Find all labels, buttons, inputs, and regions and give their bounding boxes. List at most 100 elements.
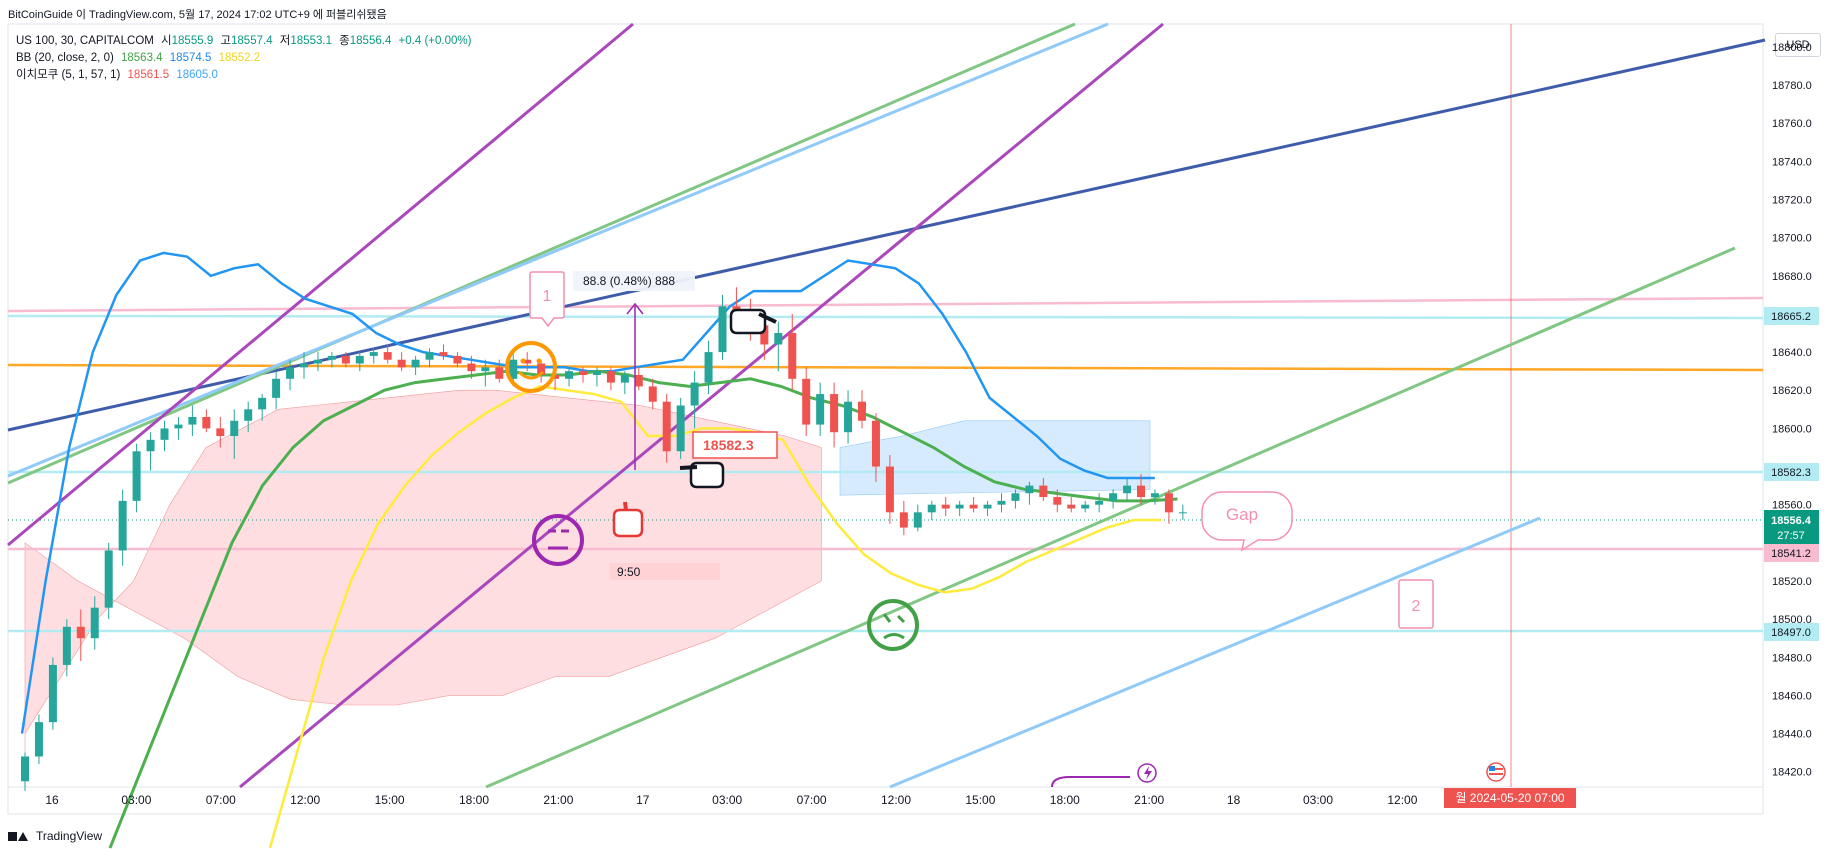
candle-body[interactable] [439, 352, 448, 356]
candle-body[interactable] [369, 352, 378, 356]
candle-body[interactable] [941, 504, 950, 509]
candle-body[interactable] [592, 371, 601, 375]
bollinger-middle-band[interactable] [108, 369, 1178, 849]
candle-body[interactable] [844, 401, 853, 433]
candle-body[interactable] [467, 363, 476, 372]
channel-line-green-lower[interactable] [485, 246, 1736, 789]
candle-body[interactable] [48, 664, 57, 723]
candle-body[interactable] [565, 371, 574, 379]
candle-body[interactable] [313, 359, 322, 364]
channel-line-blue-lower[interactable] [889, 516, 1541, 789]
candle-body[interactable] [397, 359, 406, 368]
candle-body[interactable] [788, 333, 797, 379]
candle-body[interactable] [1011, 493, 1020, 501]
candle-body[interactable] [104, 550, 113, 608]
candle-body[interactable] [927, 504, 936, 513]
candle-body[interactable] [244, 409, 253, 421]
candle-body[interactable] [132, 451, 141, 501]
candle-body[interactable] [62, 626, 71, 665]
candle-body[interactable] [174, 424, 183, 429]
candle-body[interactable] [523, 359, 532, 364]
candle-body[interactable] [551, 374, 560, 379]
candle-body[interactable] [495, 367, 504, 379]
trend-line-pink[interactable] [7, 296, 1764, 313]
candle-body[interactable] [230, 420, 239, 437]
candle-body[interactable] [341, 355, 350, 364]
channel-line-green-upper[interactable] [7, 22, 1076, 485]
candle-body[interactable] [327, 355, 336, 360]
time-axis[interactable]: 16 03:00 07:00 12:00 15:00 18:00 21:00 17 03:00 0… [45, 793, 1502, 807]
candle-body[interactable] [286, 367, 295, 379]
candle-body[interactable] [1095, 500, 1104, 505]
candle-body[interactable] [690, 382, 699, 406]
candle-body[interactable] [76, 626, 85, 639]
candle-body[interactable] [969, 504, 978, 509]
candle-body[interactable] [537, 363, 546, 375]
candle-body[interactable] [1150, 493, 1159, 498]
candle-body[interactable] [1109, 493, 1118, 501]
candle-body[interactable] [1081, 504, 1090, 509]
currency-button[interactable]: USD [1775, 33, 1821, 57]
candle-body[interactable] [662, 401, 671, 452]
candle-body[interactable] [983, 504, 992, 509]
candle-body[interactable] [425, 352, 434, 360]
candle-body[interactable] [188, 416, 197, 425]
candle-body[interactable] [606, 371, 615, 383]
legend-symbol[interactable]: US 100, 30, CAPITALCOM [16, 35, 154, 47]
candle-body[interactable] [1123, 485, 1132, 494]
candle-body[interactable] [1067, 504, 1076, 509]
candle-body[interactable] [634, 374, 643, 387]
candle-body[interactable] [118, 500, 127, 551]
candle-body[interactable] [718, 306, 727, 353]
candle-body[interactable] [871, 420, 880, 467]
candle-body[interactable] [913, 512, 922, 528]
candle-body[interactable] [858, 401, 866, 421]
candle-body[interactable] [885, 466, 894, 513]
candle-body[interactable] [676, 405, 685, 452]
gap-bubble[interactable] [1201, 491, 1293, 552]
candlestick-series[interactable] [21, 287, 1187, 791]
candle-body[interactable] [300, 363, 308, 368]
callout-1[interactable] [529, 271, 565, 328]
candle-body[interactable] [1164, 493, 1173, 513]
candle-body[interactable] [760, 325, 769, 345]
candle-body[interactable] [648, 386, 657, 402]
candle-body[interactable] [802, 378, 811, 425]
candle-body[interactable] [1178, 512, 1187, 514]
legend-bb-label[interactable]: BB (20, close, 2, 0) [16, 52, 114, 64]
bollinger-lower-band[interactable] [268, 385, 1161, 849]
candle-body[interactable] [34, 722, 43, 757]
candle-body[interactable] [481, 367, 490, 372]
legend-ichimoku-label[interactable]: 이치모쿠 (5, 1, 57, 1) [16, 69, 121, 81]
candle-body[interactable] [272, 378, 281, 398]
channel-line-blue-upper[interactable] [7, 22, 1109, 478]
candle-body[interactable] [146, 439, 155, 452]
candle-body[interactable] [355, 355, 364, 364]
candle-body[interactable] [90, 607, 99, 639]
candle-body[interactable] [1137, 485, 1145, 498]
candle-body[interactable] [899, 512, 908, 528]
candle-body[interactable] [620, 374, 629, 383]
candle-body[interactable] [816, 394, 825, 425]
resistance-line-teal[interactable] [7, 314, 1764, 320]
candle-body[interactable] [1025, 485, 1034, 494]
candle-body[interactable] [1053, 497, 1062, 505]
candle-body[interactable] [579, 371, 587, 375]
candle-body[interactable] [704, 352, 713, 383]
callout-2[interactable] [1398, 579, 1434, 629]
us-flag-event-icon[interactable] [1486, 762, 1506, 782]
footer-brand[interactable]: TradingView [8, 829, 102, 843]
candle-body[interactable] [21, 756, 29, 782]
candle-body[interactable] [202, 416, 211, 429]
candle-body[interactable] [509, 359, 518, 379]
candle-body[interactable] [258, 397, 267, 410]
candle-body[interactable] [383, 352, 392, 360]
candle-body[interactable] [774, 333, 783, 345]
candle-body[interactable] [160, 428, 169, 440]
channel-line-purple-lower[interactable] [239, 22, 1164, 789]
candle-body[interactable] [830, 394, 839, 433]
candle-body[interactable] [411, 359, 420, 368]
trend-line-navy[interactable] [7, 38, 1766, 432]
candle-body[interactable] [216, 428, 225, 437]
